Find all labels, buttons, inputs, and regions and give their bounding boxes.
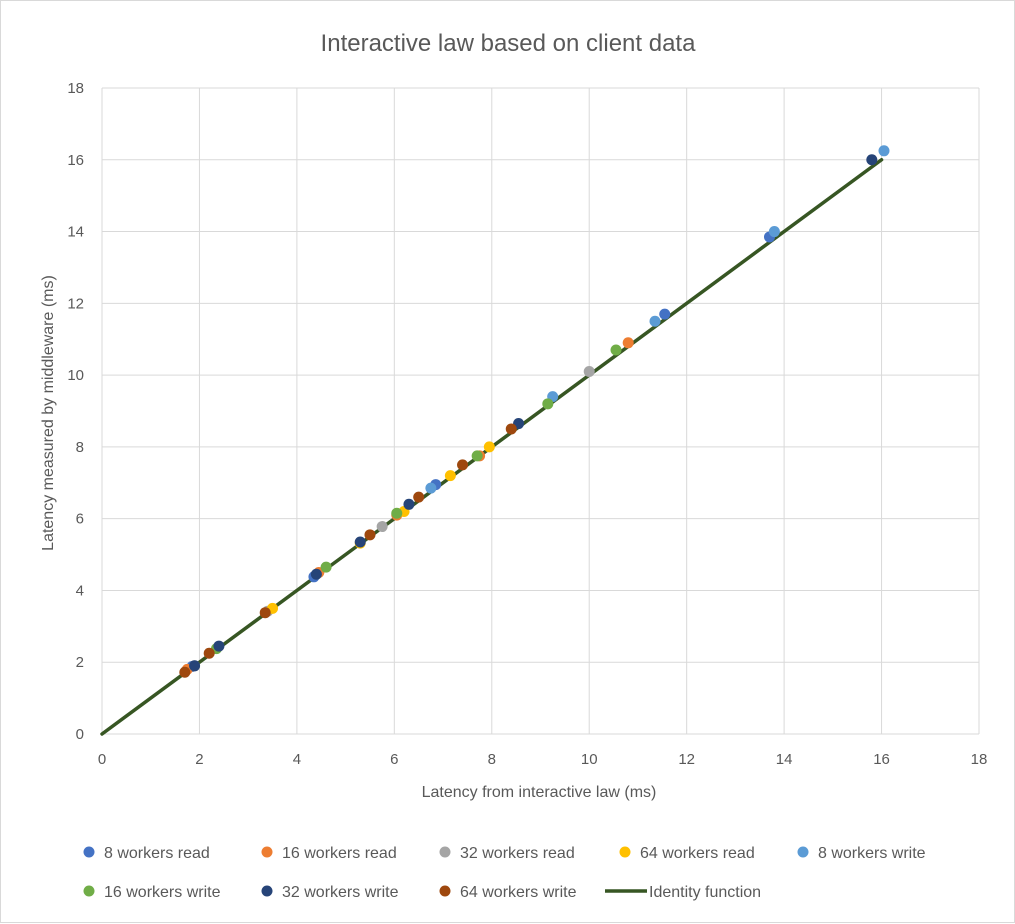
y-tick-label: 8 [76, 439, 84, 456]
data-point [403, 498, 415, 510]
legend-item: 16 workers read [261, 845, 397, 862]
data-point [768, 226, 780, 238]
legend-label: 64 workers write [460, 884, 577, 901]
chart-title: Interactive law based on client data [321, 30, 697, 57]
data-point [610, 344, 622, 356]
data-point [364, 529, 376, 541]
data-point [179, 666, 191, 678]
data-point [866, 154, 878, 166]
series-6 [189, 154, 878, 672]
x-tick-label: 2 [195, 751, 203, 768]
data-point [444, 470, 456, 482]
legend-label: 16 workers write [104, 884, 221, 901]
legend-item: 32 workers write [261, 884, 399, 901]
x-tick-label: 18 [971, 751, 988, 768]
y-tick-label: 0 [76, 726, 84, 743]
legend-label: 32 workers read [460, 845, 575, 862]
x-tick-label: 10 [581, 751, 598, 768]
data-point [259, 607, 271, 619]
legend: 8 workers read 16 workers read 32 workers … [83, 845, 926, 901]
legend-marker [261, 885, 273, 897]
y-tick-label: 4 [76, 582, 84, 599]
y-tick-label: 10 [67, 367, 84, 384]
data-point [413, 491, 425, 503]
legend-label: 64 workers read [640, 845, 755, 862]
data-points [179, 145, 890, 678]
data-point [542, 398, 554, 410]
y-tick-labels: 0 2 4 6 8 10 12 14 16 18 [67, 80, 84, 743]
legend-item: 8 workers write [797, 845, 926, 862]
data-point [310, 568, 322, 580]
data-point [425, 482, 437, 494]
data-point [878, 145, 890, 157]
legend-item: 8 workers read [83, 845, 210, 862]
data-point [376, 521, 388, 533]
y-tick-label: 16 [67, 152, 84, 169]
legend-item: 64 workers write [439, 884, 577, 901]
data-point [203, 647, 215, 659]
grid [101, 87, 980, 735]
x-tick-label: 8 [488, 751, 496, 768]
x-tick-label: 6 [390, 751, 398, 768]
legend-label: 8 workers write [818, 845, 926, 862]
y-tick-label: 18 [67, 80, 84, 97]
legend-marker [439, 846, 451, 858]
y-tick-label: 14 [67, 224, 84, 241]
series-7 [179, 423, 517, 678]
legend-marker [439, 885, 451, 897]
y-axis-title: Latency measured by middleware (ms) [40, 275, 57, 551]
legend-marker [83, 885, 95, 897]
legend-item: 32 workers read [439, 845, 575, 862]
data-point [391, 507, 403, 519]
x-tick-label: 0 [98, 751, 106, 768]
x-tick-label: 12 [678, 751, 695, 768]
x-axis-title: Latency from interactive law (ms) [422, 784, 657, 801]
legend-label: 32 workers write [282, 884, 399, 901]
legend-label: 8 workers read [104, 845, 210, 862]
y-tick-label: 2 [76, 654, 84, 671]
legend-label: 16 workers read [282, 845, 397, 862]
data-point [320, 561, 332, 573]
legend-marker [261, 846, 273, 858]
data-point [622, 337, 634, 349]
data-point [505, 423, 517, 435]
x-tick-label: 16 [873, 751, 890, 768]
data-point [213, 640, 225, 652]
y-tick-label: 12 [67, 295, 84, 312]
data-point [659, 308, 671, 320]
legend-item: 64 workers read [619, 845, 755, 862]
x-tick-label: 4 [293, 751, 301, 768]
y-tick-label: 6 [76, 511, 84, 528]
legend-item: Identity function [605, 884, 761, 901]
data-point [457, 459, 469, 471]
legend-marker [619, 846, 631, 858]
data-point [649, 315, 661, 327]
data-point [583, 366, 595, 378]
legend-marker [797, 846, 809, 858]
legend-marker [83, 846, 95, 858]
series-4 [425, 145, 890, 494]
x-tick-label: 14 [776, 751, 793, 768]
data-point [483, 441, 495, 453]
legend-item: 16 workers write [83, 884, 221, 901]
x-tick-labels: 0 2 4 6 8 10 12 14 16 18 [98, 751, 988, 768]
data-point [471, 450, 483, 462]
legend-label: Identity function [649, 884, 761, 901]
data-point [189, 660, 201, 672]
data-point [354, 536, 366, 548]
